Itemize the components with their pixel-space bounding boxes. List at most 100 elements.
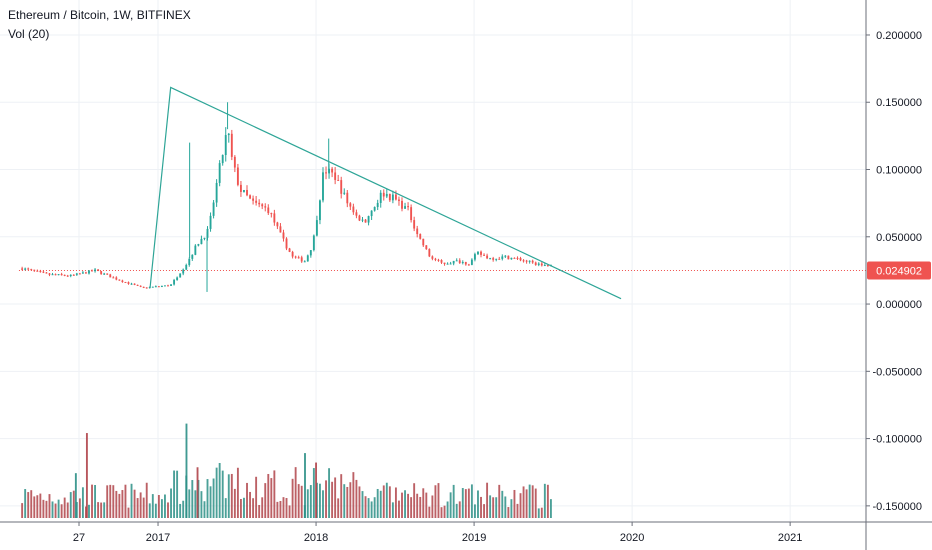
volume-bar <box>522 486 525 518</box>
candle-body <box>416 228 419 235</box>
volume-bar <box>200 491 203 518</box>
volume-bar <box>45 500 48 518</box>
price-tick-label: -0.050000 <box>872 366 922 378</box>
volume-bar <box>382 485 385 518</box>
volume-bar <box>546 484 549 518</box>
volume-bar <box>355 479 358 518</box>
volume-bar <box>422 488 425 518</box>
candle-body <box>261 204 264 207</box>
volume-bar <box>221 470 224 518</box>
candle-body <box>72 274 75 276</box>
candle-body <box>343 192 346 194</box>
volume-bar <box>504 496 507 518</box>
candle-body <box>154 286 157 288</box>
candle-body <box>440 260 443 263</box>
candle-body <box>209 215 212 229</box>
candle-body <box>510 257 513 260</box>
candle-body <box>288 248 291 252</box>
candle-body <box>282 232 285 239</box>
candle-body <box>501 256 504 259</box>
candle-body <box>270 213 273 215</box>
volume-bar <box>346 486 349 518</box>
candle-body <box>504 255 507 257</box>
volume-bar <box>501 490 504 518</box>
candle-body <box>431 256 434 259</box>
volume-bar <box>388 486 391 518</box>
candle-body <box>358 215 361 221</box>
candle-body <box>519 258 522 261</box>
volume-bar <box>513 489 516 518</box>
price-tick-label: 0.200000 <box>876 30 922 42</box>
volume-bar <box>75 502 78 518</box>
volume-bar <box>167 502 169 518</box>
candle-body <box>322 172 324 201</box>
volume-bar <box>78 498 81 518</box>
time-axis[interactable]: 27 2017 2018 2019 2020 2021 <box>0 521 932 544</box>
candle-body <box>212 202 215 216</box>
volume-bar <box>495 497 498 518</box>
volume-bar <box>164 494 166 518</box>
volume-bar <box>309 485 312 518</box>
volume-bar <box>297 484 300 518</box>
candle-body <box>428 249 431 257</box>
candle-body <box>385 194 388 197</box>
candle-body <box>48 273 51 275</box>
volume-bar <box>233 488 236 518</box>
candle-body <box>176 277 179 280</box>
volume-bar <box>443 505 446 518</box>
volume-bar <box>148 503 151 518</box>
volume-bar <box>121 490 124 518</box>
volume-bar <box>91 484 93 518</box>
candle-body <box>470 259 473 265</box>
volume-bar <box>358 486 361 518</box>
volume-bar <box>139 492 142 518</box>
volume-bar <box>407 493 410 518</box>
volume-bar <box>373 497 376 518</box>
price-tick-label: 0.100000 <box>876 165 922 177</box>
candle-body <box>534 262 537 265</box>
volume-bar <box>549 499 552 518</box>
candle-body <box>319 200 321 221</box>
volume-bar <box>48 494 51 518</box>
candle-body <box>91 270 93 272</box>
volume-bar <box>337 498 340 518</box>
candle-body <box>486 255 489 259</box>
volume-bar <box>458 501 461 518</box>
candle-body <box>230 133 233 157</box>
volume-bar <box>224 498 227 518</box>
candle-body <box>516 257 519 259</box>
candle-body <box>182 269 185 274</box>
chart-grid <box>0 0 866 522</box>
candle-body <box>273 213 276 223</box>
volume-bar <box>306 489 309 518</box>
time-tick-label: 2019 <box>462 532 486 544</box>
volume-bar <box>209 486 212 518</box>
price-axis[interactable]: 0.200000 0.150000 0.100000 0.050000 0.000000… <box>865 0 922 550</box>
volume-bar-spike <box>185 423 188 518</box>
volume-bar <box>206 479 209 518</box>
volume-bar <box>440 507 443 518</box>
candle-body <box>243 189 245 192</box>
candle-body <box>267 207 270 214</box>
volume-bar <box>258 504 261 518</box>
symbol-title[interactable]: Ethereum / Bitcoin, 1W, BITFINEX <box>8 8 191 22</box>
volume-bar <box>385 482 388 518</box>
candle-body <box>540 263 543 266</box>
candle-body <box>57 274 60 276</box>
candle-body <box>306 255 309 262</box>
candle-body <box>258 202 261 205</box>
volume-bar <box>519 493 522 518</box>
volume-bar <box>489 495 492 518</box>
candle-body <box>279 226 282 233</box>
volume-indicator-label[interactable]: Vol (20) <box>8 27 50 41</box>
candle-body <box>349 203 352 207</box>
volume-bar <box>416 493 419 518</box>
volume-bar <box>239 499 242 518</box>
volume-bar <box>264 483 267 518</box>
trendline[interactable] <box>149 86 622 300</box>
volume-bar <box>343 484 346 518</box>
volume-bar <box>294 467 297 518</box>
candle-body <box>215 182 218 203</box>
candle-body <box>127 282 130 284</box>
